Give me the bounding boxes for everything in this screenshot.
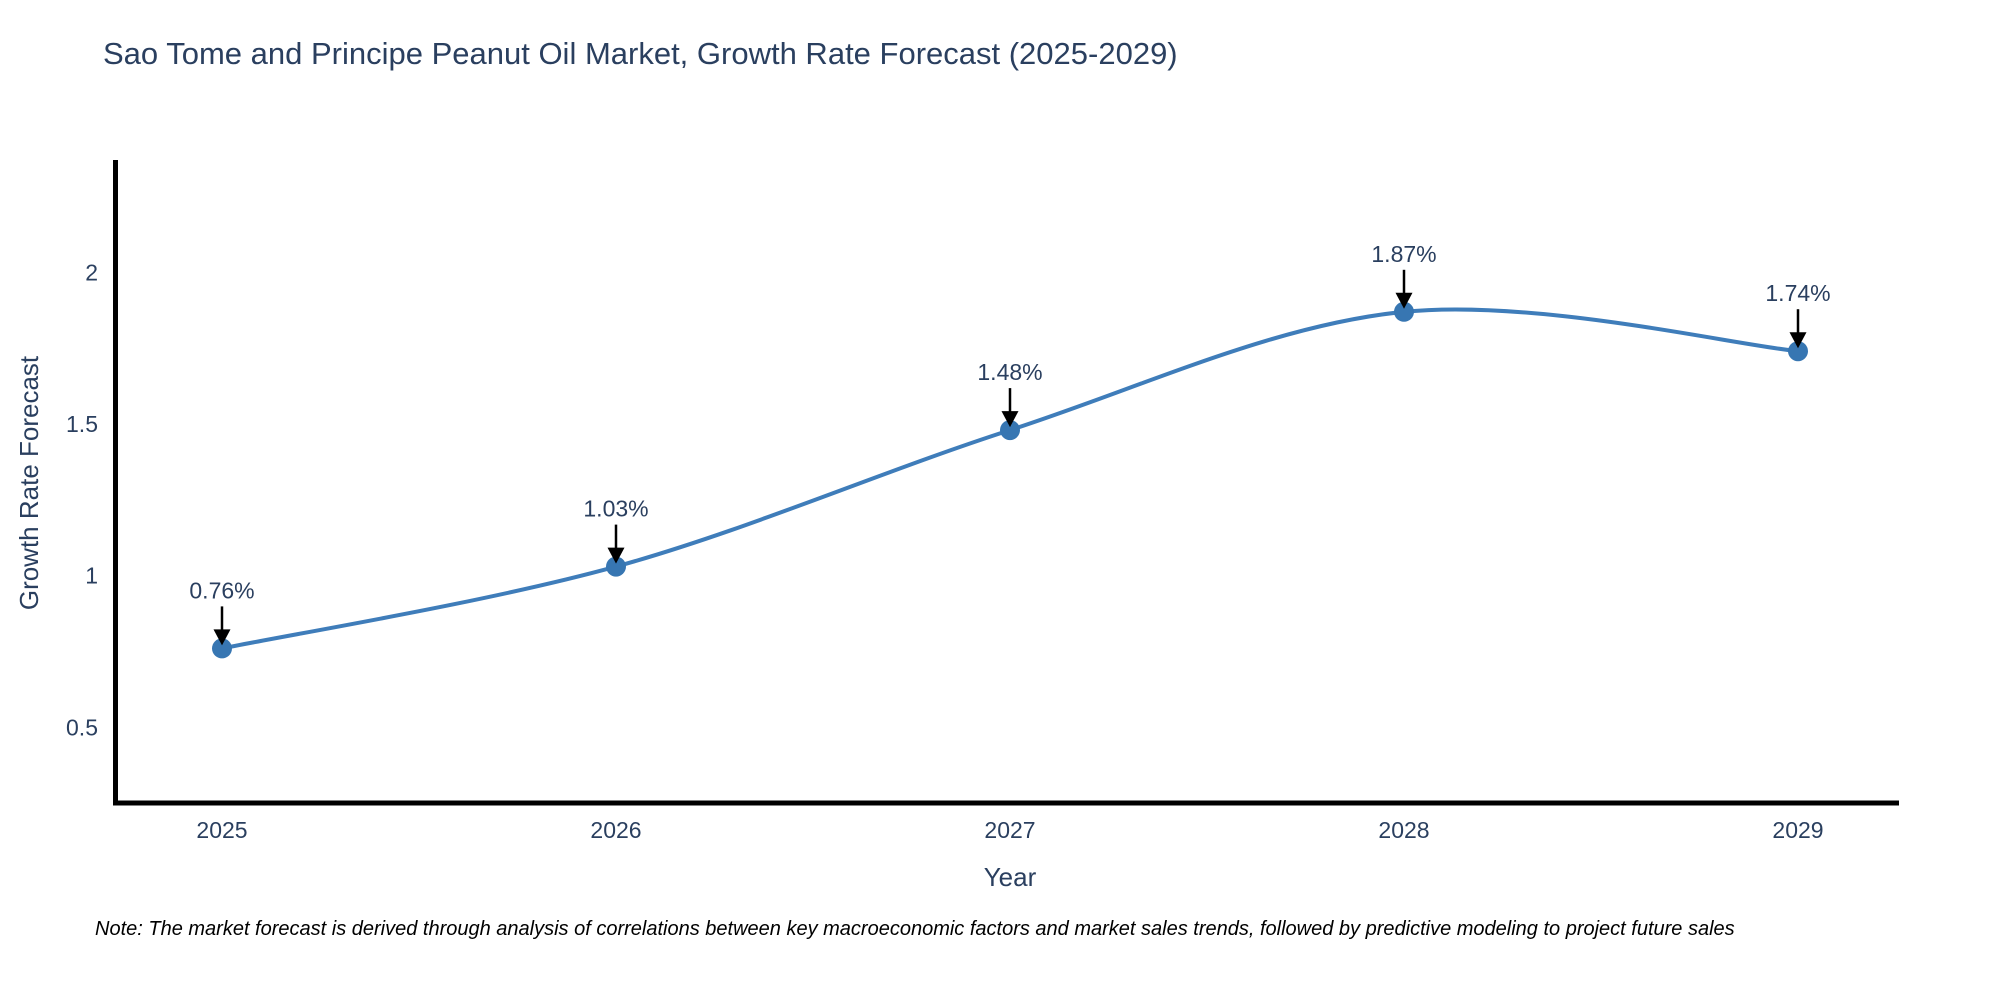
point-value-label: 1.48% [977,359,1042,385]
point-annotations: 0.76% 1.03% 1.48% 1.87% 1.74% [189,241,1831,646]
annotation-arrowhead-icon [1395,292,1413,309]
x-axis-title: Year [984,862,1037,892]
x-tick-label: 2026 [590,817,641,843]
chart-title: Sao Tome and Principe Peanut Oil Market,… [103,36,1178,71]
x-tick-label: 2025 [196,817,247,843]
y-tick-label: 0.5 [66,714,98,740]
x-axis-ticks: 2025 2026 2027 2028 2029 [196,817,1823,843]
annotation-arrowhead-icon [1001,411,1019,428]
data-point-marker [1000,420,1020,441]
annotation-arrowhead-icon [1789,332,1807,349]
x-tick-label: 2027 [984,817,1035,843]
point-value-label: 1.03% [583,496,648,522]
annotation-arrowhead-icon [607,547,625,564]
data-series [212,301,1808,659]
y-axis-ticks: 0.5 1 1.5 2 [66,259,98,740]
y-tick-label: 1.5 [66,411,98,437]
point-value-label: 0.76% [189,577,254,603]
annotation-arrowhead-icon [213,629,231,646]
data-point-marker [606,556,626,577]
y-tick-label: 1 [85,563,98,589]
footnote: Note: The market forecast is derived thr… [95,918,1735,940]
x-tick-label: 2028 [1378,817,1429,843]
y-axis-title: Growth Rate Forecast [14,355,44,610]
data-point-marker [212,638,232,659]
point-value-label: 1.87% [1371,241,1436,267]
x-tick-label: 2029 [1772,817,1823,843]
data-point-marker [1394,301,1414,322]
y-tick-label: 2 [85,259,98,285]
point-value-label: 1.74% [1765,280,1830,306]
data-point-marker [1788,341,1808,362]
